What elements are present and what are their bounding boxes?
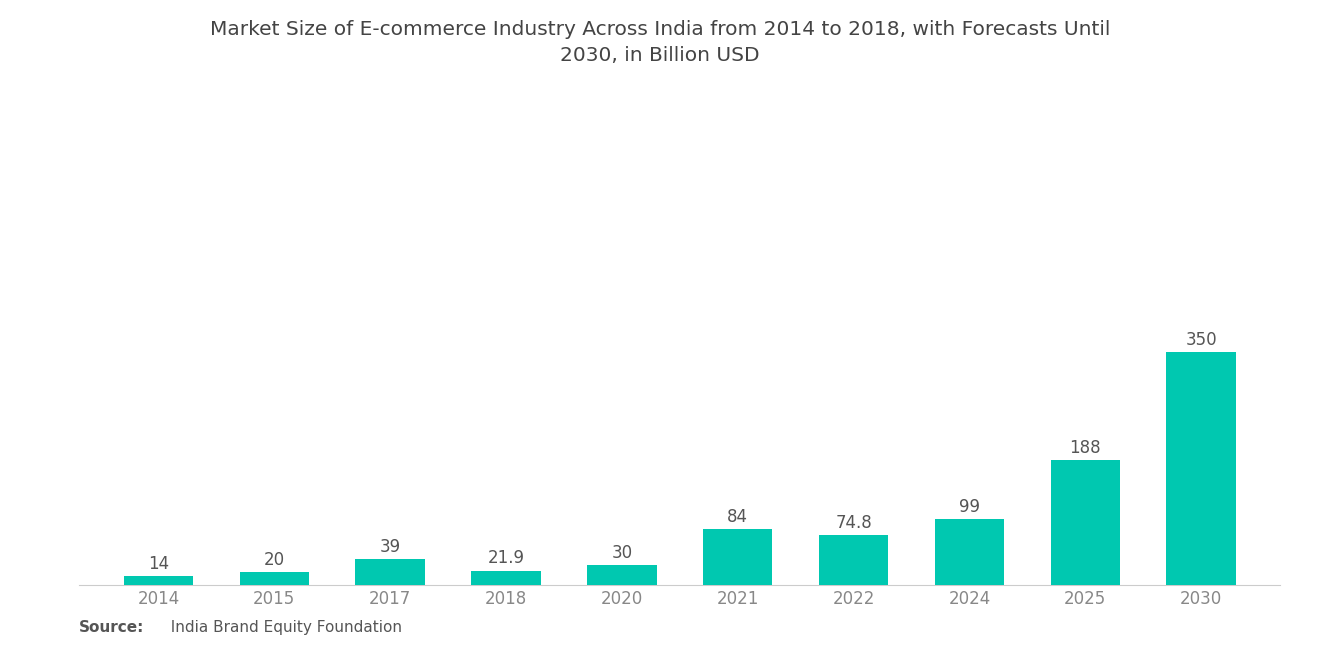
- Text: Market Size of E-commerce Industry Across India from 2014 to 2018, with Forecast: Market Size of E-commerce Industry Acros…: [210, 20, 1110, 65]
- Text: 74.8: 74.8: [836, 514, 873, 532]
- Bar: [1167, 352, 1236, 585]
- Text: 20: 20: [264, 551, 285, 569]
- Bar: [704, 529, 772, 585]
- Bar: [935, 519, 1005, 585]
- Text: India Brand Equity Foundation: India Brand Equity Foundation: [161, 620, 403, 635]
- Bar: [471, 571, 541, 585]
- Text: 39: 39: [380, 538, 401, 556]
- Text: 30: 30: [611, 544, 632, 562]
- Text: 14: 14: [148, 555, 169, 573]
- Text: 84: 84: [727, 508, 748, 526]
- Text: 99: 99: [958, 498, 979, 516]
- Bar: [239, 572, 309, 585]
- Text: Source:: Source:: [79, 620, 145, 635]
- Text: 350: 350: [1185, 331, 1217, 349]
- Bar: [124, 576, 193, 585]
- Text: 188: 188: [1069, 439, 1101, 457]
- Text: 21.9: 21.9: [487, 549, 524, 567]
- Bar: [818, 535, 888, 585]
- Bar: [1051, 460, 1121, 585]
- Bar: [355, 559, 425, 585]
- Bar: [587, 565, 656, 585]
